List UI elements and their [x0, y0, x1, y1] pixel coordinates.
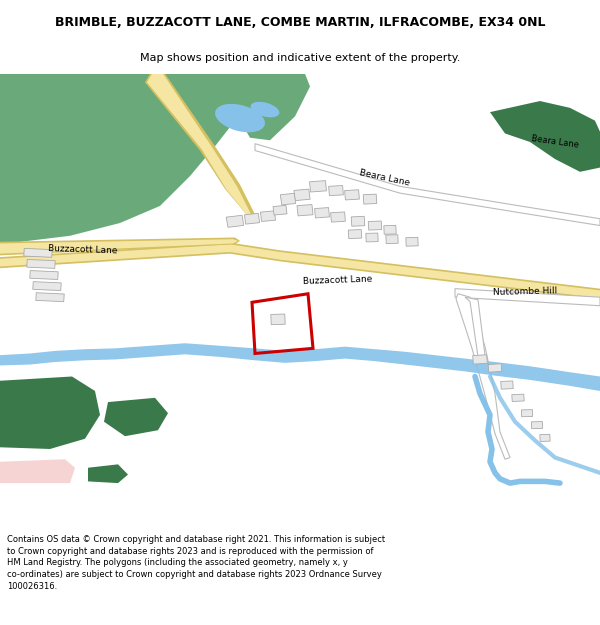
Ellipse shape — [251, 102, 280, 118]
Bar — [384, 226, 396, 234]
Bar — [314, 208, 329, 218]
Bar — [260, 211, 275, 221]
Bar — [310, 181, 326, 192]
Polygon shape — [490, 101, 600, 172]
Polygon shape — [0, 74, 250, 244]
Polygon shape — [147, 74, 252, 219]
Polygon shape — [455, 289, 600, 306]
Bar — [406, 238, 418, 246]
Text: Buzzacott Lane: Buzzacott Lane — [48, 244, 118, 255]
Polygon shape — [0, 343, 600, 391]
Bar — [329, 186, 343, 196]
Bar — [27, 259, 55, 268]
Text: Contains OS data © Crown copyright and database right 2021. This information is : Contains OS data © Crown copyright and d… — [7, 535, 385, 591]
Bar — [271, 314, 285, 324]
Polygon shape — [0, 239, 238, 254]
Polygon shape — [456, 294, 510, 459]
Polygon shape — [0, 459, 75, 483]
Bar — [273, 206, 287, 215]
Polygon shape — [88, 464, 128, 483]
Bar — [297, 204, 313, 216]
Bar — [473, 355, 487, 364]
Text: BRIMBLE, BUZZACOTT LANE, COMBE MARTIN, ILFRACOMBE, EX34 0NL: BRIMBLE, BUZZACOTT LANE, COMBE MARTIN, I… — [55, 16, 545, 29]
Polygon shape — [0, 376, 100, 449]
Bar — [226, 215, 244, 227]
Polygon shape — [0, 242, 600, 300]
Bar — [521, 409, 533, 417]
Polygon shape — [255, 144, 600, 226]
Bar — [24, 248, 52, 258]
Text: Nutcombe Hill: Nutcombe Hill — [493, 286, 557, 296]
Bar — [33, 282, 61, 291]
Bar — [532, 421, 542, 429]
Bar — [30, 271, 58, 279]
Polygon shape — [0, 244, 600, 298]
Polygon shape — [0, 238, 240, 256]
Bar — [386, 235, 398, 244]
Bar — [351, 216, 365, 226]
Bar — [501, 381, 513, 389]
Polygon shape — [165, 74, 310, 140]
Bar — [344, 190, 359, 200]
Bar — [512, 394, 524, 401]
Ellipse shape — [215, 104, 265, 132]
Bar — [363, 194, 377, 204]
Bar — [366, 233, 378, 242]
Bar — [36, 292, 64, 302]
Bar — [368, 221, 382, 230]
Text: Beara Lane: Beara Lane — [530, 134, 580, 150]
Text: Buzzacott Lane: Buzzacott Lane — [303, 274, 373, 286]
Bar — [331, 212, 346, 222]
Polygon shape — [145, 74, 255, 219]
Text: Beara Lane: Beara Lane — [359, 168, 411, 187]
Bar — [294, 189, 310, 201]
Text: Map shows position and indicative extent of the property.: Map shows position and indicative extent… — [140, 52, 460, 62]
Bar — [244, 213, 260, 224]
Bar — [488, 364, 502, 372]
Bar — [348, 229, 362, 239]
Bar — [540, 434, 550, 441]
Polygon shape — [465, 297, 485, 357]
Bar — [280, 193, 296, 205]
Polygon shape — [104, 398, 168, 436]
